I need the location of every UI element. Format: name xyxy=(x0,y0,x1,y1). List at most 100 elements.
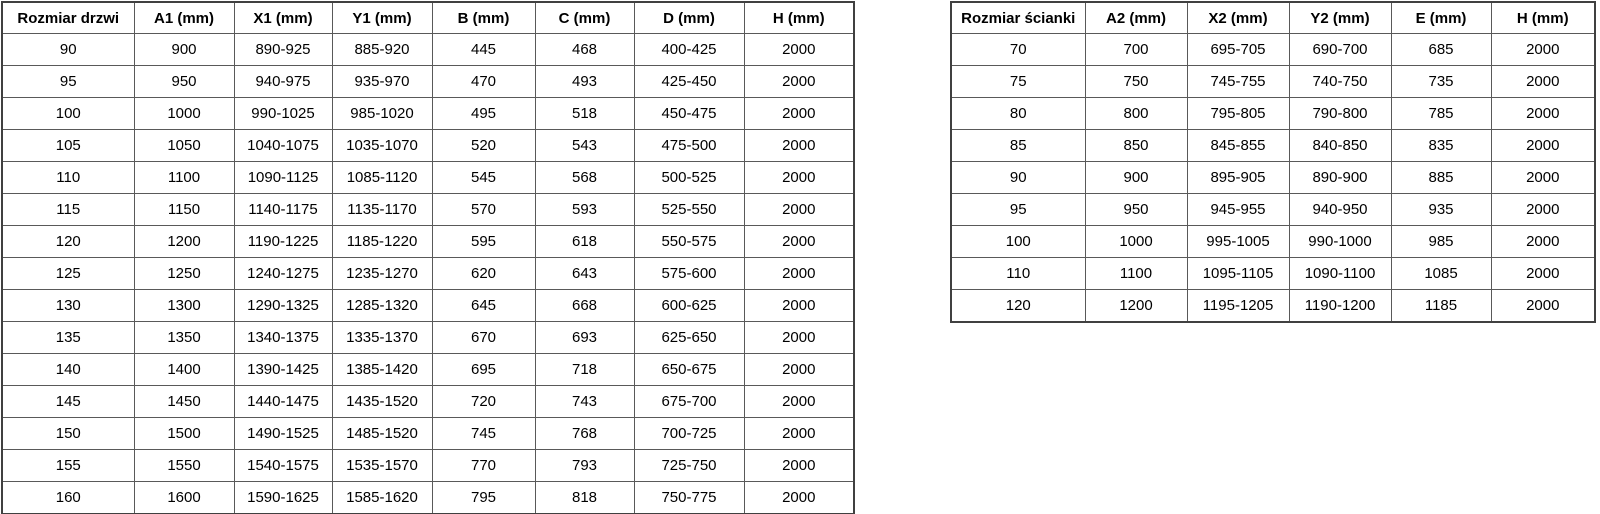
table-cell: 935 xyxy=(1390,193,1492,226)
table-cell: 890-925 xyxy=(233,33,333,66)
table-cell: 725-750 xyxy=(633,449,745,482)
table-cell: 1500 xyxy=(133,417,235,450)
table-cell: 1300 xyxy=(133,289,235,322)
column-header: X1 (mm) xyxy=(233,1,333,34)
table-cell: 2000 xyxy=(743,257,855,290)
table-cell: 745-755 xyxy=(1186,65,1290,98)
table-cell: 600-625 xyxy=(633,289,745,322)
table-cell: 110 xyxy=(1,161,135,194)
table-row: 90 900 895-905 890-900 885 2000 xyxy=(950,161,1596,194)
table-cell: 2000 xyxy=(1490,193,1596,226)
table-row: 110 1100 1090-1125 1085-1120 545 568 500-525 20… xyxy=(1,161,855,194)
table-row: 120 1200 1195-1205 1190-1200 1185 2000 xyxy=(950,289,1596,323)
table-cell: 150 xyxy=(1,417,135,450)
table-cell: 568 xyxy=(534,161,635,194)
table-row: 100 1000 990-1025 985-1020 495 518 450-475 2000 xyxy=(1,97,855,130)
column-header: E (mm) xyxy=(1390,1,1492,34)
table-row: 105 1050 1040-1075 1035-1070 520 543 475-500 20… xyxy=(1,129,855,162)
table-cell: 2000 xyxy=(743,289,855,322)
table-cell: 770 xyxy=(431,449,536,482)
table-cell: 90 xyxy=(950,161,1086,194)
table-cell: 2000 xyxy=(743,65,855,98)
table-cell: 2000 xyxy=(743,385,855,418)
table-cell: 945-955 xyxy=(1186,193,1290,226)
table-cell: 1135-1170 xyxy=(331,193,433,226)
table-cell: 130 xyxy=(1,289,135,322)
table-row: 130 1300 1290-1325 1285-1320 645 668 600-625 20… xyxy=(1,289,855,322)
table-cell: 1100 xyxy=(133,161,235,194)
table-cell: 990-1025 xyxy=(233,97,333,130)
table-cell: 110 xyxy=(950,257,1086,290)
table-row: 90 900 890-925 885-920 445 468 400-425 2000 xyxy=(1,33,855,66)
table-cell: 95 xyxy=(1,65,135,98)
table-cell: 445 xyxy=(431,33,536,66)
table-cell: 745 xyxy=(431,417,536,450)
table-cell: 618 xyxy=(534,225,635,258)
table-cell: 990-1000 xyxy=(1288,225,1392,258)
table-cell: 735 xyxy=(1390,65,1492,98)
table-cell: 985-1020 xyxy=(331,97,433,130)
column-header: B (mm) xyxy=(431,1,536,34)
table-cell: 900 xyxy=(1084,161,1188,194)
table-cell: 1090-1100 xyxy=(1288,257,1392,290)
table-cell: 2000 xyxy=(743,225,855,258)
table-cell: 80 xyxy=(950,97,1086,130)
table-cell: 790-800 xyxy=(1288,97,1392,130)
table-cell: 575-600 xyxy=(633,257,745,290)
table-cell: 700 xyxy=(1084,33,1188,66)
table-cell: 668 xyxy=(534,289,635,322)
table-cell: 2000 xyxy=(743,33,855,66)
table-cell: 2000 xyxy=(1490,97,1596,130)
table-cell: 470 xyxy=(431,65,536,98)
table-cell: 700-725 xyxy=(633,417,745,450)
table-cell: 545 xyxy=(431,161,536,194)
table-cell: 1400 xyxy=(133,353,235,386)
table-cell: 100 xyxy=(1,97,135,130)
table-cell: 818 xyxy=(534,481,635,514)
table-cell: 1450 xyxy=(133,385,235,418)
table-cell: 1240-1275 xyxy=(233,257,333,290)
table-cell: 1435-1520 xyxy=(331,385,433,418)
table-cell: 75 xyxy=(950,65,1086,98)
table-cell: 595 xyxy=(431,225,536,258)
table-cell: 1250 xyxy=(133,257,235,290)
table-row: 120 1200 1190-1225 1185-1220 595 618 550-575 20… xyxy=(1,225,855,258)
table-cell: 2000 xyxy=(743,417,855,450)
table-cell: 1040-1075 xyxy=(233,129,333,162)
table-cell: 1035-1070 xyxy=(331,129,433,162)
table-cell: 1540-1575 xyxy=(233,449,333,482)
table-cell: 885-920 xyxy=(331,33,433,66)
table-cell: 620 xyxy=(431,257,536,290)
table-cell: 890-900 xyxy=(1288,161,1392,194)
table-cell: 570 xyxy=(431,193,536,226)
table-cell: 1490-1525 xyxy=(233,417,333,450)
table-cell: 1185-1220 xyxy=(331,225,433,258)
table-cell: 2000 xyxy=(743,97,855,130)
table-row: 115 1150 1140-1175 1135-1170 570 593 525-550 20… xyxy=(1,193,855,226)
table-row: 145 1450 1440-1475 1435-1520 720 743 675-700 20… xyxy=(1,385,855,418)
table-cell: 70 xyxy=(950,33,1086,66)
table-cell: 2000 xyxy=(1490,225,1596,258)
table-row: 110 1100 1095-1105 1090-1100 1085 2000 xyxy=(950,257,1596,290)
table-cell: 935-970 xyxy=(331,65,433,98)
table-cell: 475-500 xyxy=(633,129,745,162)
table-cell: 650-675 xyxy=(633,353,745,386)
table-cell: 500-525 xyxy=(633,161,745,194)
table-cell: 2000 xyxy=(1490,289,1596,323)
table-cell: 985 xyxy=(1390,225,1492,258)
column-header: C (mm) xyxy=(534,1,635,34)
table-row: 85 850 845-855 840-850 835 2000 xyxy=(950,129,1596,162)
table-cell: 140 xyxy=(1,353,135,386)
table-cell: 685 xyxy=(1390,33,1492,66)
table-cell: 145 xyxy=(1,385,135,418)
table-cell: 2000 xyxy=(743,353,855,386)
table-cell: 795-805 xyxy=(1186,97,1290,130)
column-header: Rozmiar drzwi xyxy=(1,1,135,34)
table-cell: 1185 xyxy=(1390,289,1492,323)
table-cell: 690-700 xyxy=(1288,33,1392,66)
table-cell: 900 xyxy=(133,33,235,66)
table-cell: 1590-1625 xyxy=(233,481,333,514)
table-cell: 743 xyxy=(534,385,635,418)
table-cell: 1090-1125 xyxy=(233,161,333,194)
